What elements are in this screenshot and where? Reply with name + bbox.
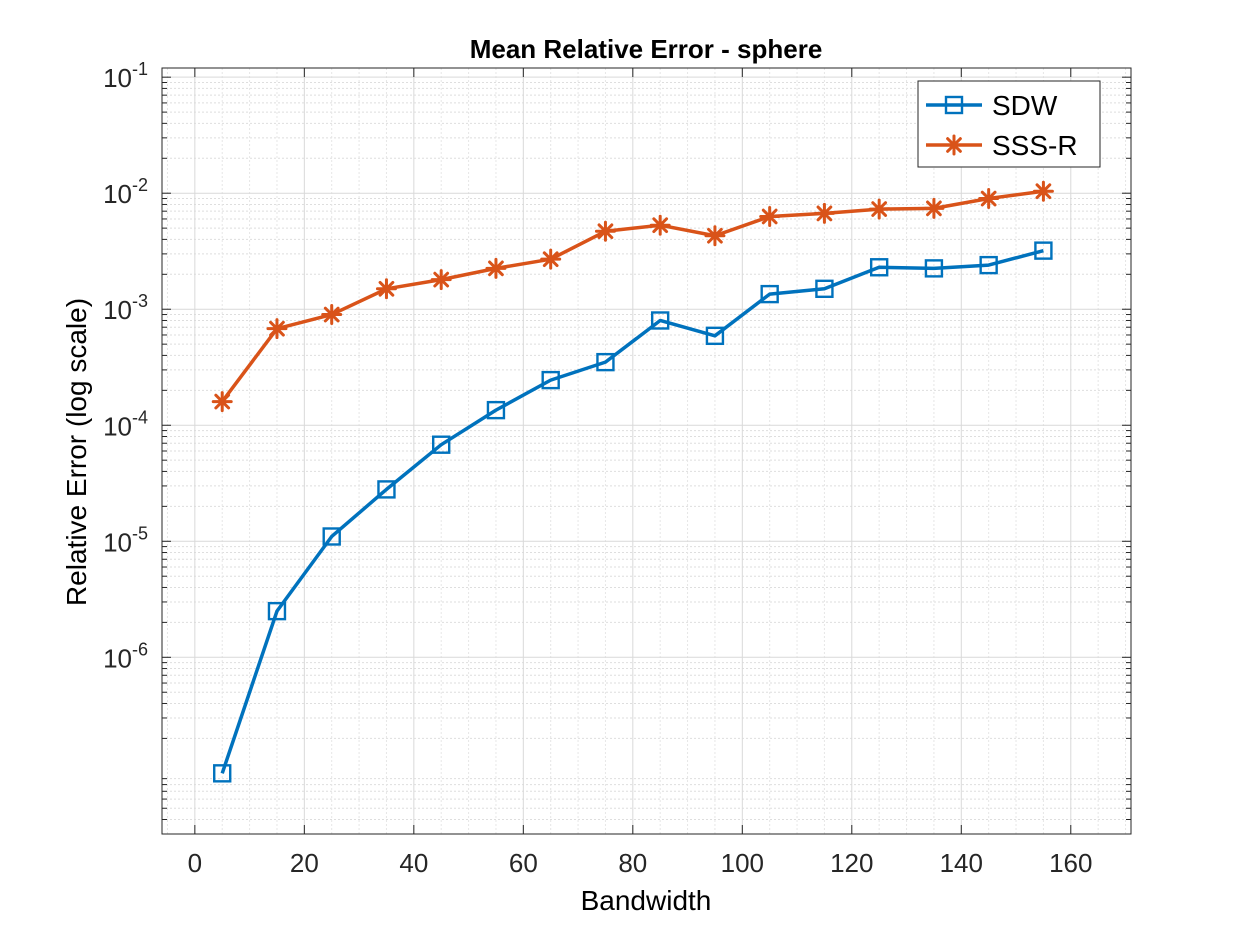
- legend-item-sss-r: SSS-R: [926, 130, 1078, 161]
- data-point-sss-r: [868, 198, 890, 220]
- data-point-sss-r: [485, 257, 507, 279]
- data-point-sss-r: [813, 202, 835, 224]
- data-point-sdw: [650, 311, 670, 330]
- y-axis: 10-1 10-2 10-3 10-4 10-5 10-6: [103, 59, 1131, 835]
- series-line-sss-r: [220, 189, 1044, 403]
- x-tick-label: 160: [1049, 848, 1092, 878]
- legend-item-sdw: SDW: [926, 90, 1058, 121]
- data-point-sss-r: [1032, 180, 1054, 202]
- y-axis-label: Relative Error (log scale): [61, 298, 92, 606]
- data-point-sdw: [213, 764, 232, 783]
- data-point-sdw: [1034, 241, 1053, 260]
- data-point-sss-r: [211, 391, 233, 413]
- legend-asterisk-marker-icon: [943, 134, 965, 156]
- data-point-sss-r: [540, 248, 562, 270]
- data-point-sdw: [377, 480, 396, 499]
- data-point-sss-r: [375, 278, 397, 300]
- y-tick-label: 10-3: [103, 291, 148, 325]
- data-point-sdw: [432, 435, 451, 454]
- legend-square-marker-icon: [944, 95, 964, 115]
- series-line-sdw: [220, 248, 1044, 774]
- x-tick-label: 60: [509, 848, 538, 878]
- data-point-sss-r: [266, 318, 288, 340]
- y-tick-label: 10-2: [103, 175, 148, 209]
- data-point-sdw: [924, 259, 944, 278]
- x-tick-label: 40: [399, 848, 428, 878]
- x-tick-label: 80: [618, 848, 647, 878]
- data-point-sss-r: [759, 205, 781, 227]
- data-point-sdw: [815, 279, 834, 299]
- data-point-sss-r: [430, 269, 452, 291]
- legend-label-sdw: SDW: [992, 90, 1058, 121]
- chart-title: Mean Relative Error - sphere: [470, 34, 823, 64]
- legend: SDW SSS-R: [917, 80, 1101, 168]
- data-point-sss-r: [978, 188, 1000, 210]
- data-point-sss-r: [704, 225, 726, 247]
- data-point-sss-r: [321, 304, 343, 326]
- legend-label-sss-r: SSS-R: [992, 130, 1078, 161]
- data-point-sdw: [541, 370, 560, 390]
- x-axis-label: Bandwidth: [581, 885, 712, 916]
- data-point-sss-r: [923, 197, 945, 219]
- x-tick-label: 120: [830, 848, 873, 878]
- data-point-sdw: [322, 527, 341, 546]
- data-point-sdw: [705, 326, 725, 346]
- legend-star-stroke: [943, 134, 965, 156]
- x-tick-label: 100: [721, 848, 764, 878]
- x-axis: 0 20 40 60 80 100 120 140 160: [188, 68, 1092, 878]
- series-layer: [211, 180, 1054, 783]
- data-point-sdw: [267, 601, 287, 621]
- data-point-sdw: [596, 352, 615, 372]
- y-tick-label: 10-6: [103, 639, 148, 673]
- data-point-sdw: [869, 258, 889, 277]
- x-tick-label: 20: [290, 848, 319, 878]
- y-tick-label: 10-4: [103, 407, 148, 441]
- minor-grid: [162, 68, 1131, 835]
- y-tick-label: 10-1: [103, 59, 148, 93]
- x-tick-label: 0: [188, 848, 202, 878]
- data-point-sss-r: [649, 214, 671, 236]
- major-grid: [162, 68, 1131, 834]
- data-point-sdw: [760, 284, 779, 304]
- data-point-sdw: [486, 400, 506, 420]
- data-point-sdw: [979, 255, 998, 275]
- data-point-sss-r: [594, 220, 616, 242]
- y-tick-label: 10-5: [103, 523, 148, 557]
- x-tick-label: 140: [940, 848, 983, 878]
